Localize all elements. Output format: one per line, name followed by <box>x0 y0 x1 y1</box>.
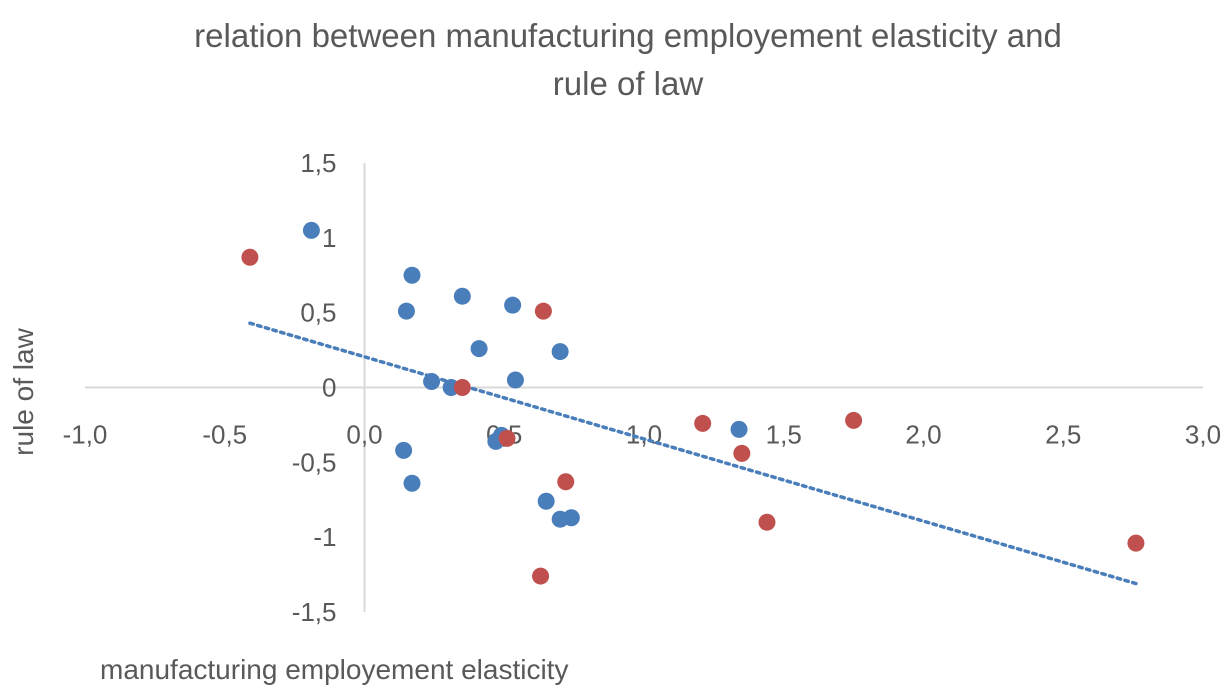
chart-title: relation between manufacturing employeme… <box>0 12 1232 108</box>
chart-title-line-1: relation between manufacturing employeme… <box>194 17 1062 54</box>
y-axis-label: rule of law <box>8 328 39 456</box>
red-data-point <box>845 411 863 429</box>
x-tick-label: 1,0 <box>626 420 662 450</box>
blue-data-point <box>730 420 748 438</box>
red-data-point <box>453 379 471 396</box>
x-tick-label: 1,5 <box>766 420 802 450</box>
blue-data-point <box>537 492 555 510</box>
blue-data-point <box>504 296 522 314</box>
y-tick-label: 0,5 <box>300 298 336 328</box>
blue-data-point <box>302 221 320 239</box>
x-tick-label: 3,0 <box>1185 420 1221 450</box>
y-tick-label: 1,5 <box>300 148 336 178</box>
blue-data-point <box>397 302 415 320</box>
x-tick-label: 2,0 <box>905 420 941 450</box>
y-tick-label: 0 <box>322 373 336 403</box>
y-tick-label: -0,5 <box>292 447 337 477</box>
red-data-point <box>557 473 575 491</box>
x-tick-label: 0,0 <box>346 420 382 450</box>
blue-data-point <box>423 373 441 391</box>
x-tick-label: -1,0 <box>63 420 108 450</box>
red-data-point <box>733 444 751 462</box>
blue-data-point <box>470 340 488 358</box>
y-tick-label: 1 <box>322 223 336 253</box>
red-data-point <box>532 567 550 585</box>
x-axis-label: manufacturing employement elasticity <box>100 654 569 685</box>
blue-data-point <box>453 287 471 305</box>
blue-data-point <box>562 509 580 527</box>
blue-data-point <box>551 343 569 361</box>
red-data-point <box>1127 534 1145 552</box>
y-tick-label: -1,5 <box>292 597 337 627</box>
axes <box>85 163 1203 612</box>
red-data-point <box>694 414 712 432</box>
red-data-point <box>241 248 259 266</box>
red-data-point <box>498 429 516 447</box>
trendline-layer <box>248 321 1138 586</box>
x-tick-label: -0,5 <box>202 420 247 450</box>
chart-title-line-2: rule of law <box>552 65 704 102</box>
y-tick-label: -1 <box>313 522 336 552</box>
blue-data-point <box>395 441 413 459</box>
trendline <box>248 321 1138 586</box>
tick-labels: -1,0-0,50,00,51,01,52,02,53,01,510,50-0,… <box>63 148 1221 627</box>
blue-data-point <box>403 474 421 492</box>
red-data-point <box>534 302 552 320</box>
red-data-point <box>758 513 776 531</box>
data-points <box>241 221 1145 585</box>
x-tick-label: 2,5 <box>1045 420 1081 450</box>
blue-data-point <box>506 371 524 389</box>
blue-data-point <box>403 266 421 284</box>
